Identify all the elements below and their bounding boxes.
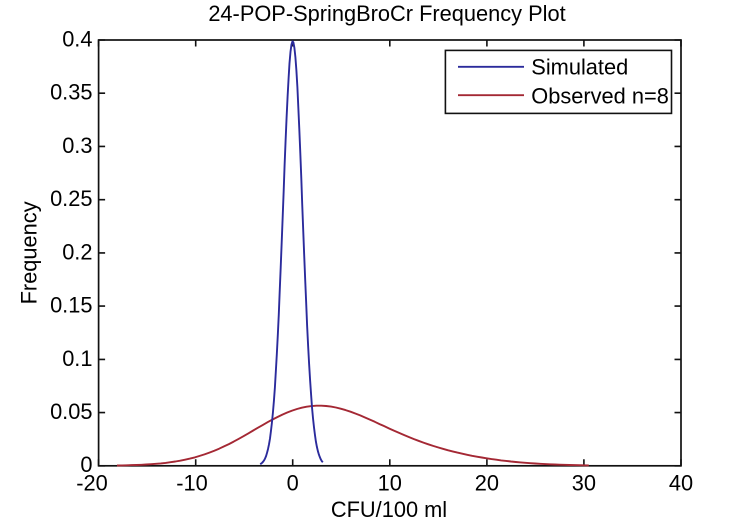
svg-text:-10: -10: [176, 470, 208, 495]
svg-text:0.2: 0.2: [62, 239, 92, 264]
svg-text:0.25: 0.25: [50, 186, 92, 211]
svg-text:0: 0: [80, 452, 92, 477]
svg-text:30: 30: [572, 470, 596, 495]
svg-text:CFU/100 ml: CFU/100 ml: [331, 497, 447, 522]
svg-text:Frequency: Frequency: [17, 201, 42, 304]
svg-text:24-POP-SpringBroCr Frequency P: 24-POP-SpringBroCr Frequency Plot: [208, 1, 565, 26]
svg-text:0.4: 0.4: [62, 26, 92, 51]
svg-text:0.35: 0.35: [50, 80, 92, 105]
svg-text:0.15: 0.15: [50, 293, 92, 318]
svg-text:Observed n=8: Observed n=8: [531, 84, 669, 109]
svg-text:20: 20: [475, 470, 499, 495]
svg-text:0.1: 0.1: [62, 346, 92, 371]
svg-text:Simulated: Simulated: [531, 55, 628, 80]
svg-text:0.05: 0.05: [50, 399, 92, 424]
svg-text:10: 10: [378, 470, 402, 495]
svg-text:-20: -20: [76, 470, 108, 495]
svg-text:0: 0: [287, 470, 299, 495]
svg-text:40: 40: [669, 470, 693, 495]
svg-text:0.3: 0.3: [62, 133, 92, 158]
